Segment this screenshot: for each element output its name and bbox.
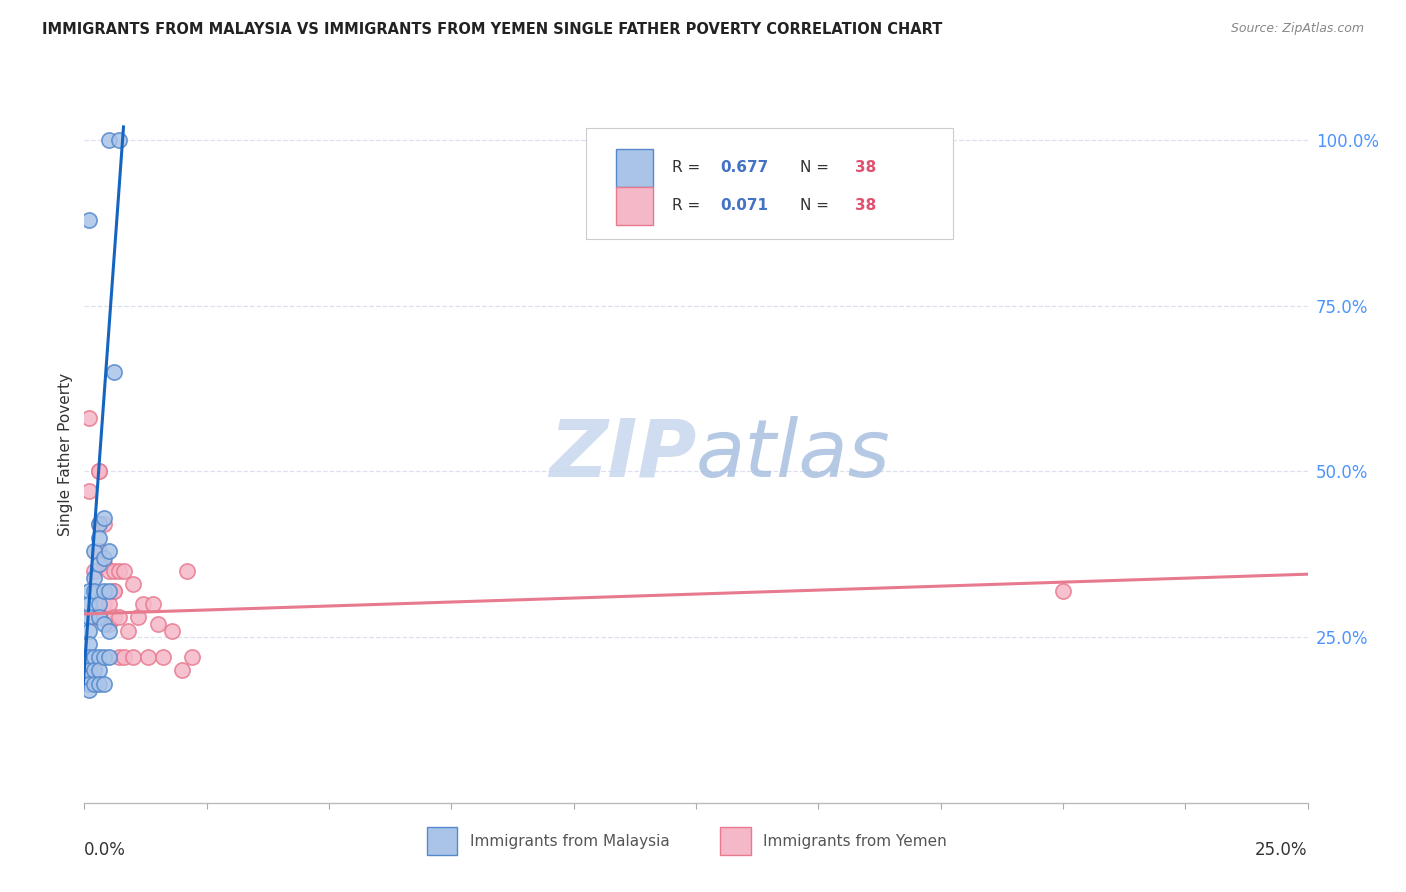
Text: Source: ZipAtlas.com: Source: ZipAtlas.com — [1230, 22, 1364, 36]
Point — [181, 650, 204, 665]
Point — [83, 663, 105, 677]
Point — [112, 564, 135, 578]
Point — [87, 544, 110, 558]
Point — [127, 610, 149, 624]
Point — [77, 484, 100, 499]
Point — [132, 597, 155, 611]
Point — [97, 616, 120, 631]
Point — [77, 683, 100, 698]
Point — [77, 670, 100, 684]
Point — [77, 411, 100, 425]
Point — [103, 564, 125, 578]
Point — [77, 637, 100, 651]
Point — [97, 650, 120, 665]
Point — [176, 564, 198, 578]
Text: N =: N = — [800, 160, 834, 175]
Text: 38: 38 — [855, 198, 876, 213]
Text: IMMIGRANTS FROM MALAYSIA VS IMMIGRANTS FROM YEMEN SINGLE FATHER POVERTY CORRELAT: IMMIGRANTS FROM MALAYSIA VS IMMIGRANTS F… — [42, 22, 942, 37]
Point — [83, 564, 105, 578]
Point — [142, 597, 165, 611]
Point — [77, 212, 100, 227]
Point — [77, 583, 100, 598]
Point — [103, 583, 125, 598]
Point — [97, 544, 120, 558]
Point — [77, 624, 100, 638]
Text: R =: R = — [672, 198, 704, 213]
Point — [83, 544, 105, 558]
Point — [152, 650, 174, 665]
Point — [87, 650, 110, 665]
Point — [97, 597, 120, 611]
Point — [87, 610, 110, 624]
Text: 0.677: 0.677 — [720, 160, 769, 175]
FancyBboxPatch shape — [720, 827, 751, 855]
Point — [103, 365, 125, 379]
Text: 0.071: 0.071 — [720, 198, 769, 213]
Point — [87, 517, 110, 532]
Point — [93, 511, 115, 525]
Point — [97, 583, 120, 598]
Text: atlas: atlas — [696, 416, 891, 494]
Point — [136, 650, 159, 665]
Point — [97, 564, 120, 578]
Point — [93, 550, 115, 565]
Point — [83, 676, 105, 690]
Point — [83, 610, 105, 624]
Point — [93, 616, 115, 631]
Point — [77, 610, 100, 624]
Point — [83, 583, 105, 598]
Point — [122, 650, 145, 665]
Point — [87, 676, 110, 690]
FancyBboxPatch shape — [616, 149, 654, 187]
Point — [93, 676, 115, 690]
Point — [122, 577, 145, 591]
Text: Immigrants from Malaysia: Immigrants from Malaysia — [470, 833, 669, 848]
Point — [1052, 583, 1074, 598]
Point — [117, 624, 139, 638]
Point — [93, 597, 115, 611]
Point — [97, 624, 120, 638]
Point — [87, 517, 110, 532]
Point — [162, 624, 184, 638]
Point — [87, 558, 110, 572]
Point — [87, 663, 110, 677]
FancyBboxPatch shape — [427, 827, 457, 855]
Point — [103, 610, 125, 624]
Text: N =: N = — [800, 198, 834, 213]
Point — [103, 583, 125, 598]
Point — [77, 597, 100, 611]
Point — [93, 517, 115, 532]
Point — [93, 583, 115, 598]
Text: 0.0%: 0.0% — [84, 841, 127, 859]
Point — [93, 650, 115, 665]
Point — [107, 564, 129, 578]
Point — [77, 663, 100, 677]
Point — [107, 650, 129, 665]
Text: Immigrants from Yemen: Immigrants from Yemen — [763, 833, 948, 848]
Point — [87, 531, 110, 545]
Point — [87, 465, 110, 479]
Point — [97, 133, 120, 147]
Point — [107, 610, 129, 624]
FancyBboxPatch shape — [586, 128, 953, 239]
Point — [83, 650, 105, 665]
Text: 25.0%: 25.0% — [1256, 841, 1308, 859]
Point — [146, 616, 169, 631]
Point — [112, 650, 135, 665]
Point — [77, 650, 100, 665]
Point — [83, 570, 105, 584]
Text: 38: 38 — [855, 160, 876, 175]
Point — [172, 663, 194, 677]
Point — [87, 610, 110, 624]
Point — [77, 676, 100, 690]
Y-axis label: Single Father Poverty: Single Father Poverty — [58, 374, 73, 536]
FancyBboxPatch shape — [616, 187, 654, 226]
Point — [107, 133, 129, 147]
Text: R =: R = — [672, 160, 704, 175]
Text: ZIP: ZIP — [548, 416, 696, 494]
Point — [87, 597, 110, 611]
Point — [93, 558, 115, 572]
Point — [87, 465, 110, 479]
